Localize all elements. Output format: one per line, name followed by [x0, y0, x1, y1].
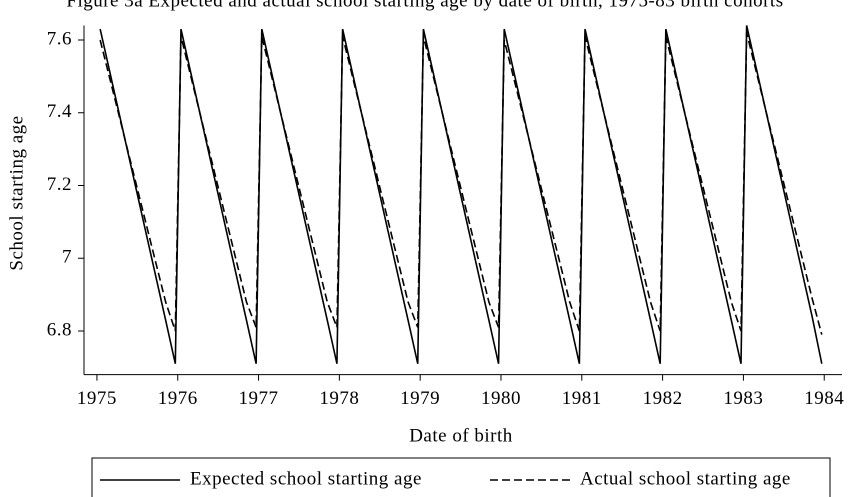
x-tick-label: 1983: [723, 388, 763, 409]
y-axis-label: School starting age: [6, 115, 27, 270]
y-tick-label: 7.2: [47, 174, 72, 195]
x-tick-label: 1977: [239, 388, 279, 409]
y-tick-label: 7: [62, 247, 72, 268]
x-axis-label: Date of birth: [409, 425, 513, 446]
x-tick-label: 1984: [804, 388, 844, 409]
x-tick-label: 1981: [562, 388, 602, 409]
x-tick-label: 1976: [158, 388, 198, 409]
x-tick-label: 1980: [481, 388, 521, 409]
y-tick-label: 7.6: [47, 28, 72, 49]
legend-box: [91, 457, 831, 497]
series-line: [99, 25, 823, 364]
y-tick-label: 6.8: [47, 319, 72, 340]
y-tick-label: 7.4: [47, 101, 72, 122]
chart-title: Figure 3a Expected and actual school sta…: [66, 0, 783, 11]
x-tick-label: 1982: [643, 388, 683, 409]
series-line: [99, 32, 823, 335]
legend-label: Actual school starting age: [580, 468, 791, 489]
x-tick-label: 1978: [319, 388, 359, 409]
x-tick-label: 1975: [77, 388, 117, 409]
x-tick-label: 1979: [400, 388, 440, 409]
legend-label: Expected school starting age: [190, 468, 422, 489]
